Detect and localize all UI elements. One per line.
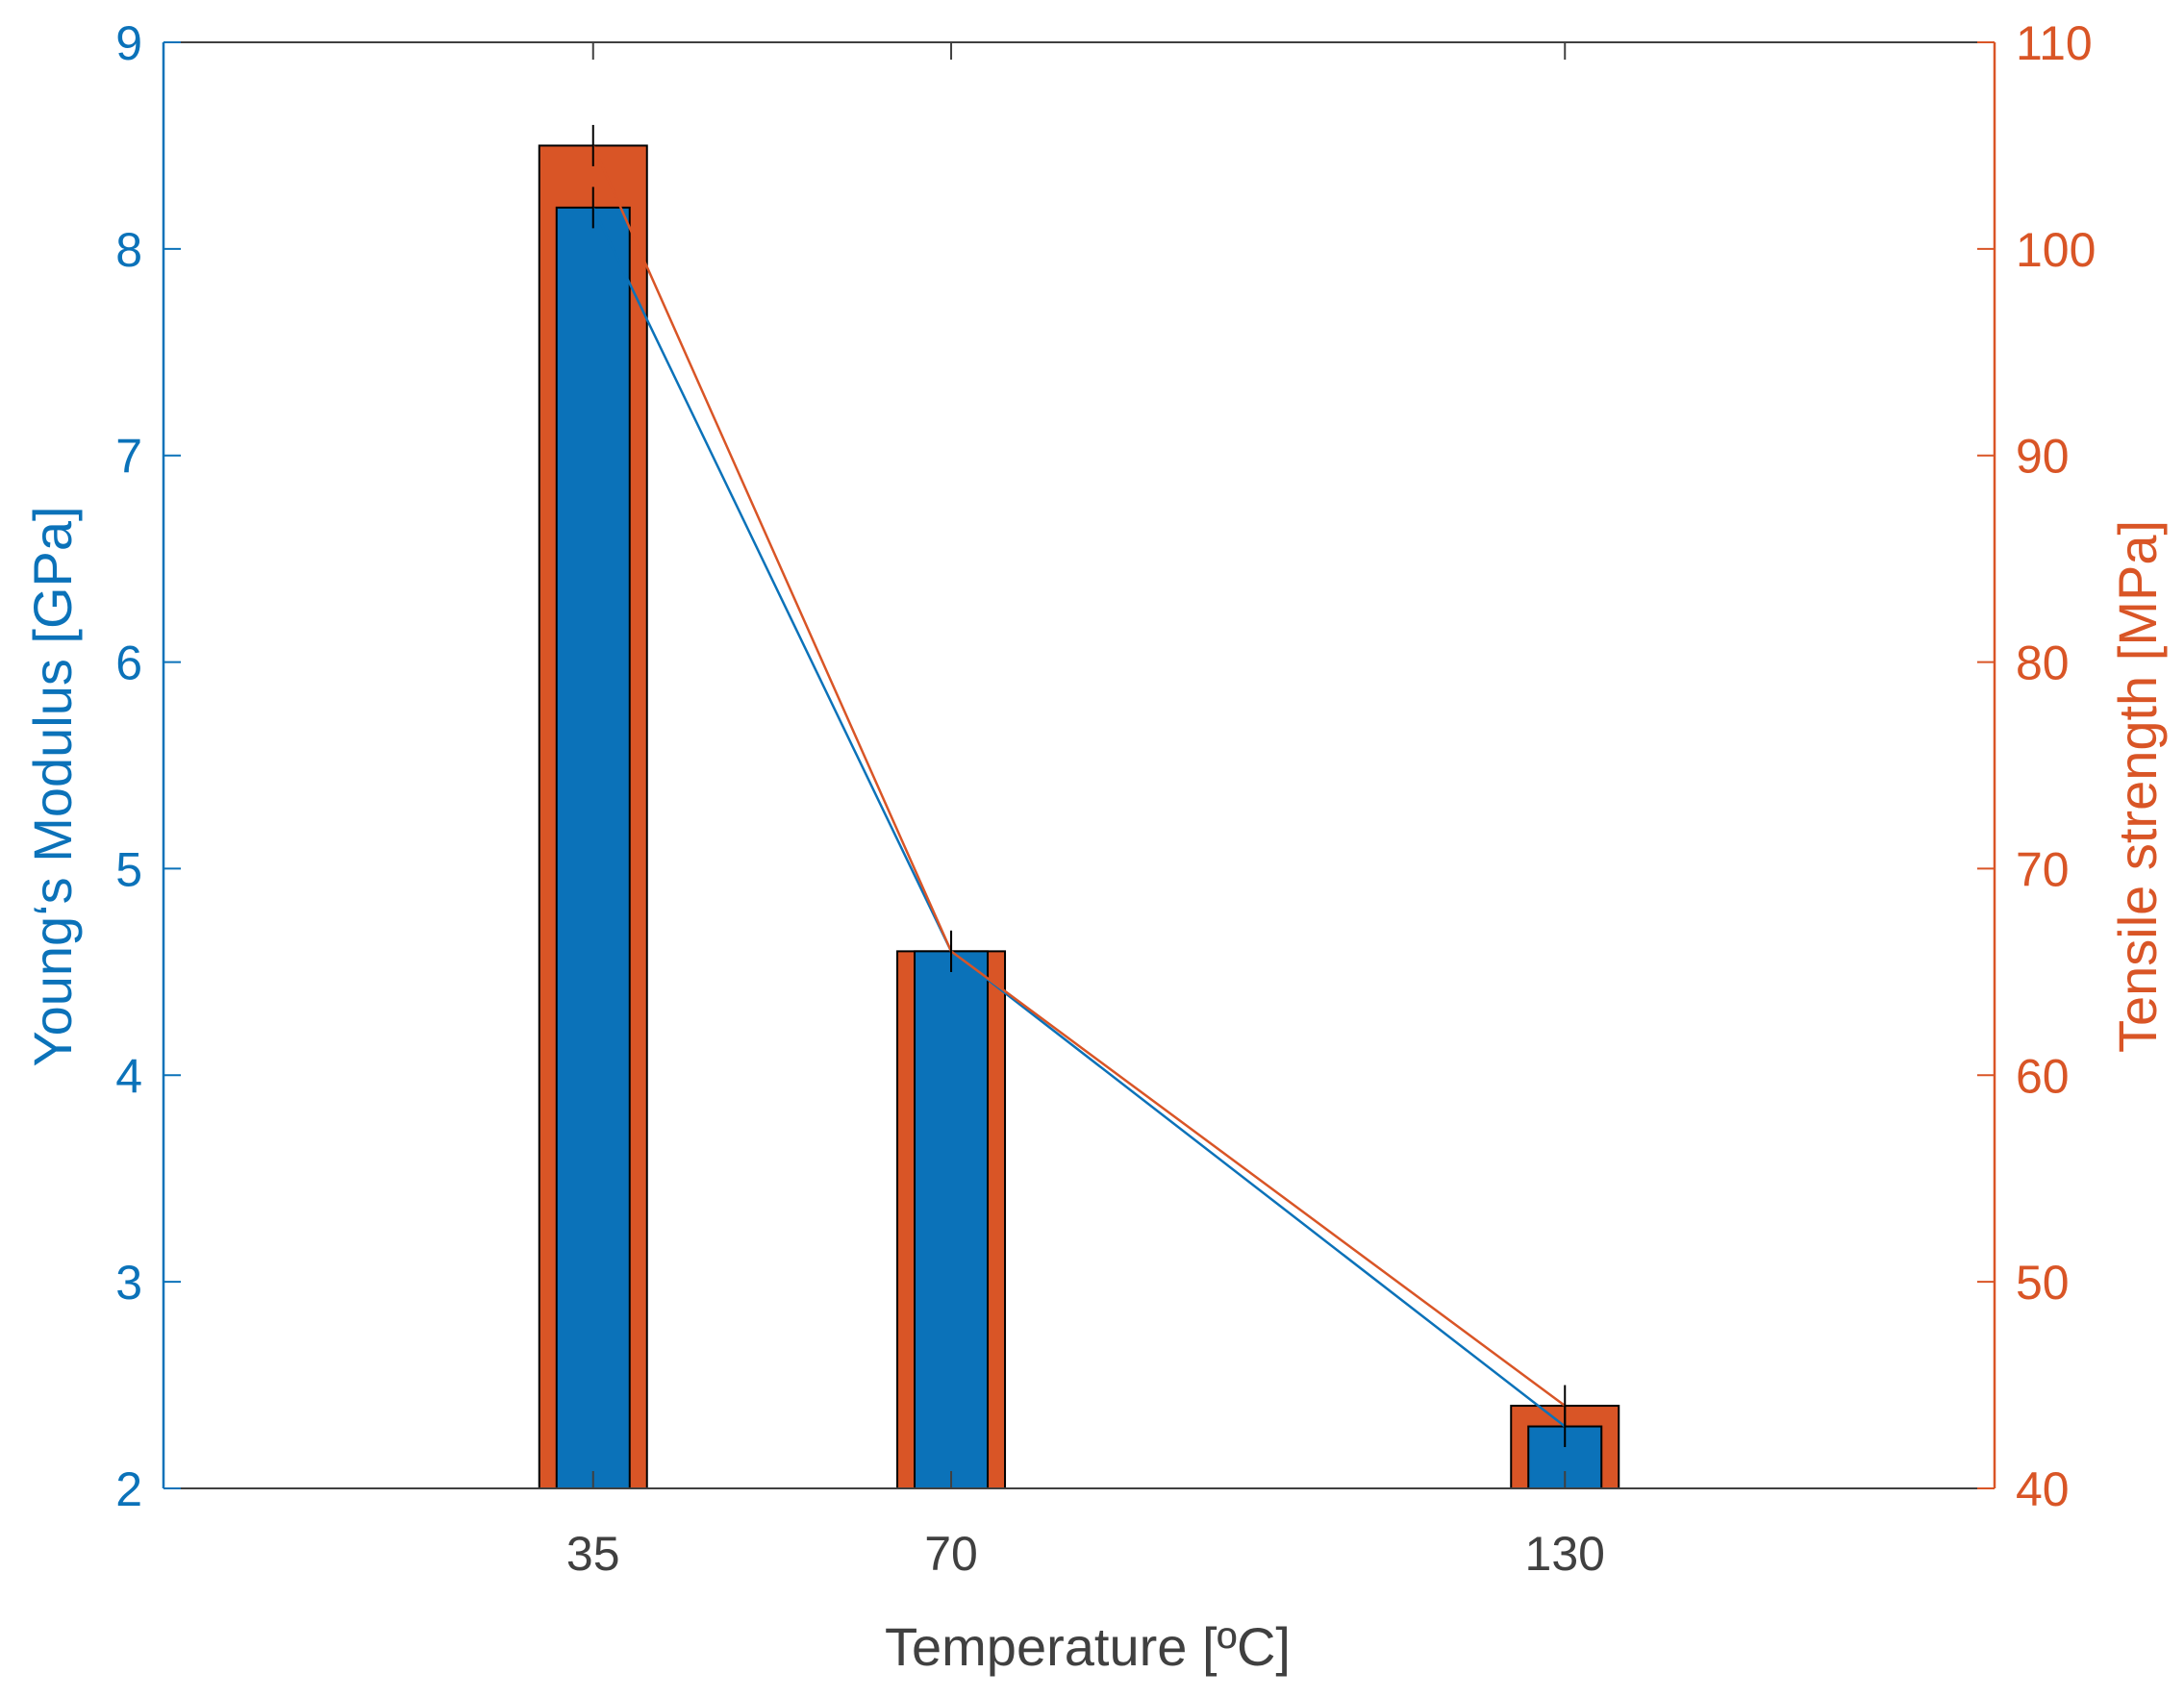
y-left-tick-label: 8 (115, 223, 142, 277)
axes-layer (162, 41, 1996, 1489)
y-axis-left-title: Young‘s Modulus [GPa] (22, 506, 83, 1066)
y-right-tick-label: 70 (2016, 842, 2070, 896)
y-right-tick-label: 50 (2016, 1256, 2070, 1310)
ticks-layer: 35 70 130 2 3 4 5 6 7 8 9 40 50 60 70 80 90 100 110 (115, 16, 2096, 1581)
y-left-tick-label: 6 (115, 637, 142, 690)
y-left-tick-label: 3 (115, 1256, 142, 1310)
y-axis-right-title: Tensile strength [MPa] (2107, 520, 2168, 1053)
y-right-tick-label: 100 (2016, 223, 2096, 277)
x-tick-label: 35 (566, 1527, 620, 1581)
y-left-tick-label: 9 (115, 16, 142, 70)
y-right-tick-label: 60 (2016, 1049, 2070, 1103)
y-right-tick-label: 80 (2016, 637, 2070, 690)
error-bars-layer (591, 124, 1567, 1448)
y-left-tick-label: 2 (115, 1462, 142, 1516)
bar-youngs-modulus (914, 950, 990, 1489)
y-left-tick-label: 4 (115, 1049, 142, 1103)
x-tick-label: 70 (924, 1527, 978, 1581)
y-left-tick-label: 5 (115, 842, 142, 896)
y-right-tick-label: 90 (2016, 430, 2070, 484)
y-left-tick-label: 7 (115, 430, 142, 484)
bar-youngs-modulus (555, 206, 631, 1489)
y-right-tick-label: 40 (2016, 1462, 2070, 1516)
x-tick-label: 130 (1525, 1527, 1605, 1581)
y-right-tick-label: 110 (2016, 16, 2093, 70)
x-axis-title: Temperature [ºC] (885, 1616, 1291, 1677)
